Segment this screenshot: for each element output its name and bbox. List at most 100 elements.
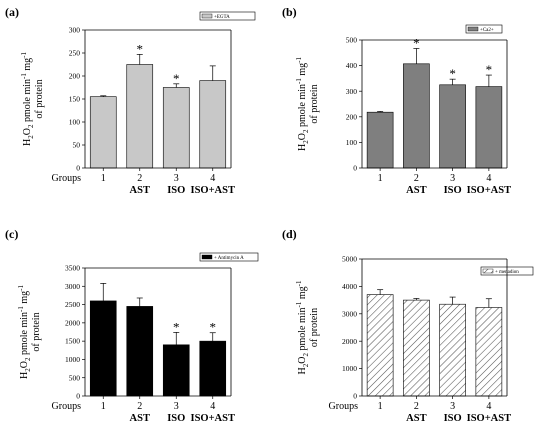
x-tick-label: 4 [486,173,491,184]
x-tick-label: 3 [450,173,455,184]
legend-swatch [201,254,213,260]
y-tick-label: 150 [69,95,81,104]
ylabel-part: H [19,372,30,379]
bar [366,294,394,397]
x-group-name: ISO+AST [190,413,235,424]
significance-marker: * [173,71,180,86]
x-group-name: AST [406,413,426,424]
y-tick-label: 1500 [65,337,80,346]
ylabel-part: O [297,133,308,140]
legend: +EGTA [199,11,256,21]
ylabel-part: H [22,139,33,146]
ylabel-part: O [19,361,30,368]
groups-label: Groups [329,401,359,412]
ylabel-part: -1 [20,73,28,79]
legend-box [465,24,503,34]
x-group-name: ISO+AST [190,185,235,196]
legend-entry: +Ca2+ [480,28,494,33]
bar [89,96,117,169]
x-group-name: AST [406,185,426,196]
bar [475,86,503,169]
ylabel-part: O [22,128,33,135]
y-tick-label: 300 [346,87,358,96]
significance-marker: * [210,320,217,335]
y-tick-label: 500 [346,36,358,45]
bar [126,306,154,397]
x-tick-label: 3 [174,401,179,412]
ylabel-part: -1 [295,280,303,286]
y-tick-label: 500 [69,373,81,382]
bar [89,300,117,397]
y-axis-label-line2: of protein [31,312,42,351]
legend-swatch [201,13,213,19]
x-tick-label: 1 [378,173,383,184]
legend: +Ca2+ [465,24,503,34]
y-axis-label-line2: of protein [309,308,320,347]
y-tick-label: 100 [346,138,358,147]
panel-label: (d) [282,227,297,241]
y-tick-label: 3000 [65,282,80,291]
y-tick-label: 0 [353,164,357,173]
bar [162,344,190,397]
y-tick-label: 1000 [342,364,357,373]
ylabel-part: 2 [302,353,310,357]
x-tick-label: 2 [137,401,142,412]
x-group-name: ISO+AST [467,185,512,196]
y-tick-label: 1000 [65,355,80,364]
ylabel-part: O [297,357,308,364]
y-tick-label: 2500 [65,300,80,309]
significance-marker: * [137,41,144,56]
y-axis-label: H2O2 pmole min-1 mg-1 [295,57,310,151]
y-axis-label: H2O2 pmole min-1 mg-1 [17,285,32,379]
ylabel-part: 2 [302,140,310,144]
y-tick-label: 3000 [342,309,357,318]
x-group-name: ISO [167,413,185,424]
y-tick-label: 0 [76,392,80,401]
ylabel-part: pmole min [19,312,30,358]
significance-marker: * [449,66,456,81]
ylabel-part: H [297,144,308,151]
ylabel-part: pmole min [22,79,33,125]
ylabel-part: 2 [24,368,32,372]
legend-entry: + Antimycin A [214,256,244,261]
y-tick-label: 400 [346,61,358,70]
bar [199,340,227,397]
x-group-name: AST [130,413,150,424]
ylabel-part: 2 [24,357,32,361]
bar [439,84,466,169]
bar [366,111,394,169]
ylabel-part: mg [297,286,308,301]
bar [162,87,190,169]
groups-label: Groups [52,173,82,184]
x-group-name: ISO [444,413,462,424]
x-tick-label: 1 [101,173,106,184]
y-tick-label: 4000 [342,282,357,291]
ylabel-part: 2 [302,363,310,367]
significance-marker: * [173,319,180,334]
y-tick-label: 2000 [342,337,357,346]
groups-label: Groups [52,401,82,412]
ylabel-part: 2 [27,135,35,139]
ylabel-part: H [297,367,308,374]
ylabel-part: 2 [27,124,35,128]
x-group-name: AST [130,185,150,196]
x-tick-label: 3 [174,173,179,184]
x-tick-label: 2 [414,401,419,412]
y-tick-label: 250 [69,49,81,58]
x-group-name: ISO [167,185,185,196]
panel-label: (a) [5,5,19,19]
legend-box [199,252,259,262]
y-tick-label: 200 [69,72,81,81]
bar [403,63,430,169]
ylabel-part: -1 [20,52,28,58]
ylabel-part: pmole min [297,84,308,130]
y-axis-label-line2: of protein [34,79,45,118]
y-tick-label: 5000 [342,255,357,264]
ylabel-part: -1 [17,306,25,312]
x-group-name: ISO [444,185,462,196]
legend-box [199,11,256,21]
x-tick-label: 1 [101,401,106,412]
